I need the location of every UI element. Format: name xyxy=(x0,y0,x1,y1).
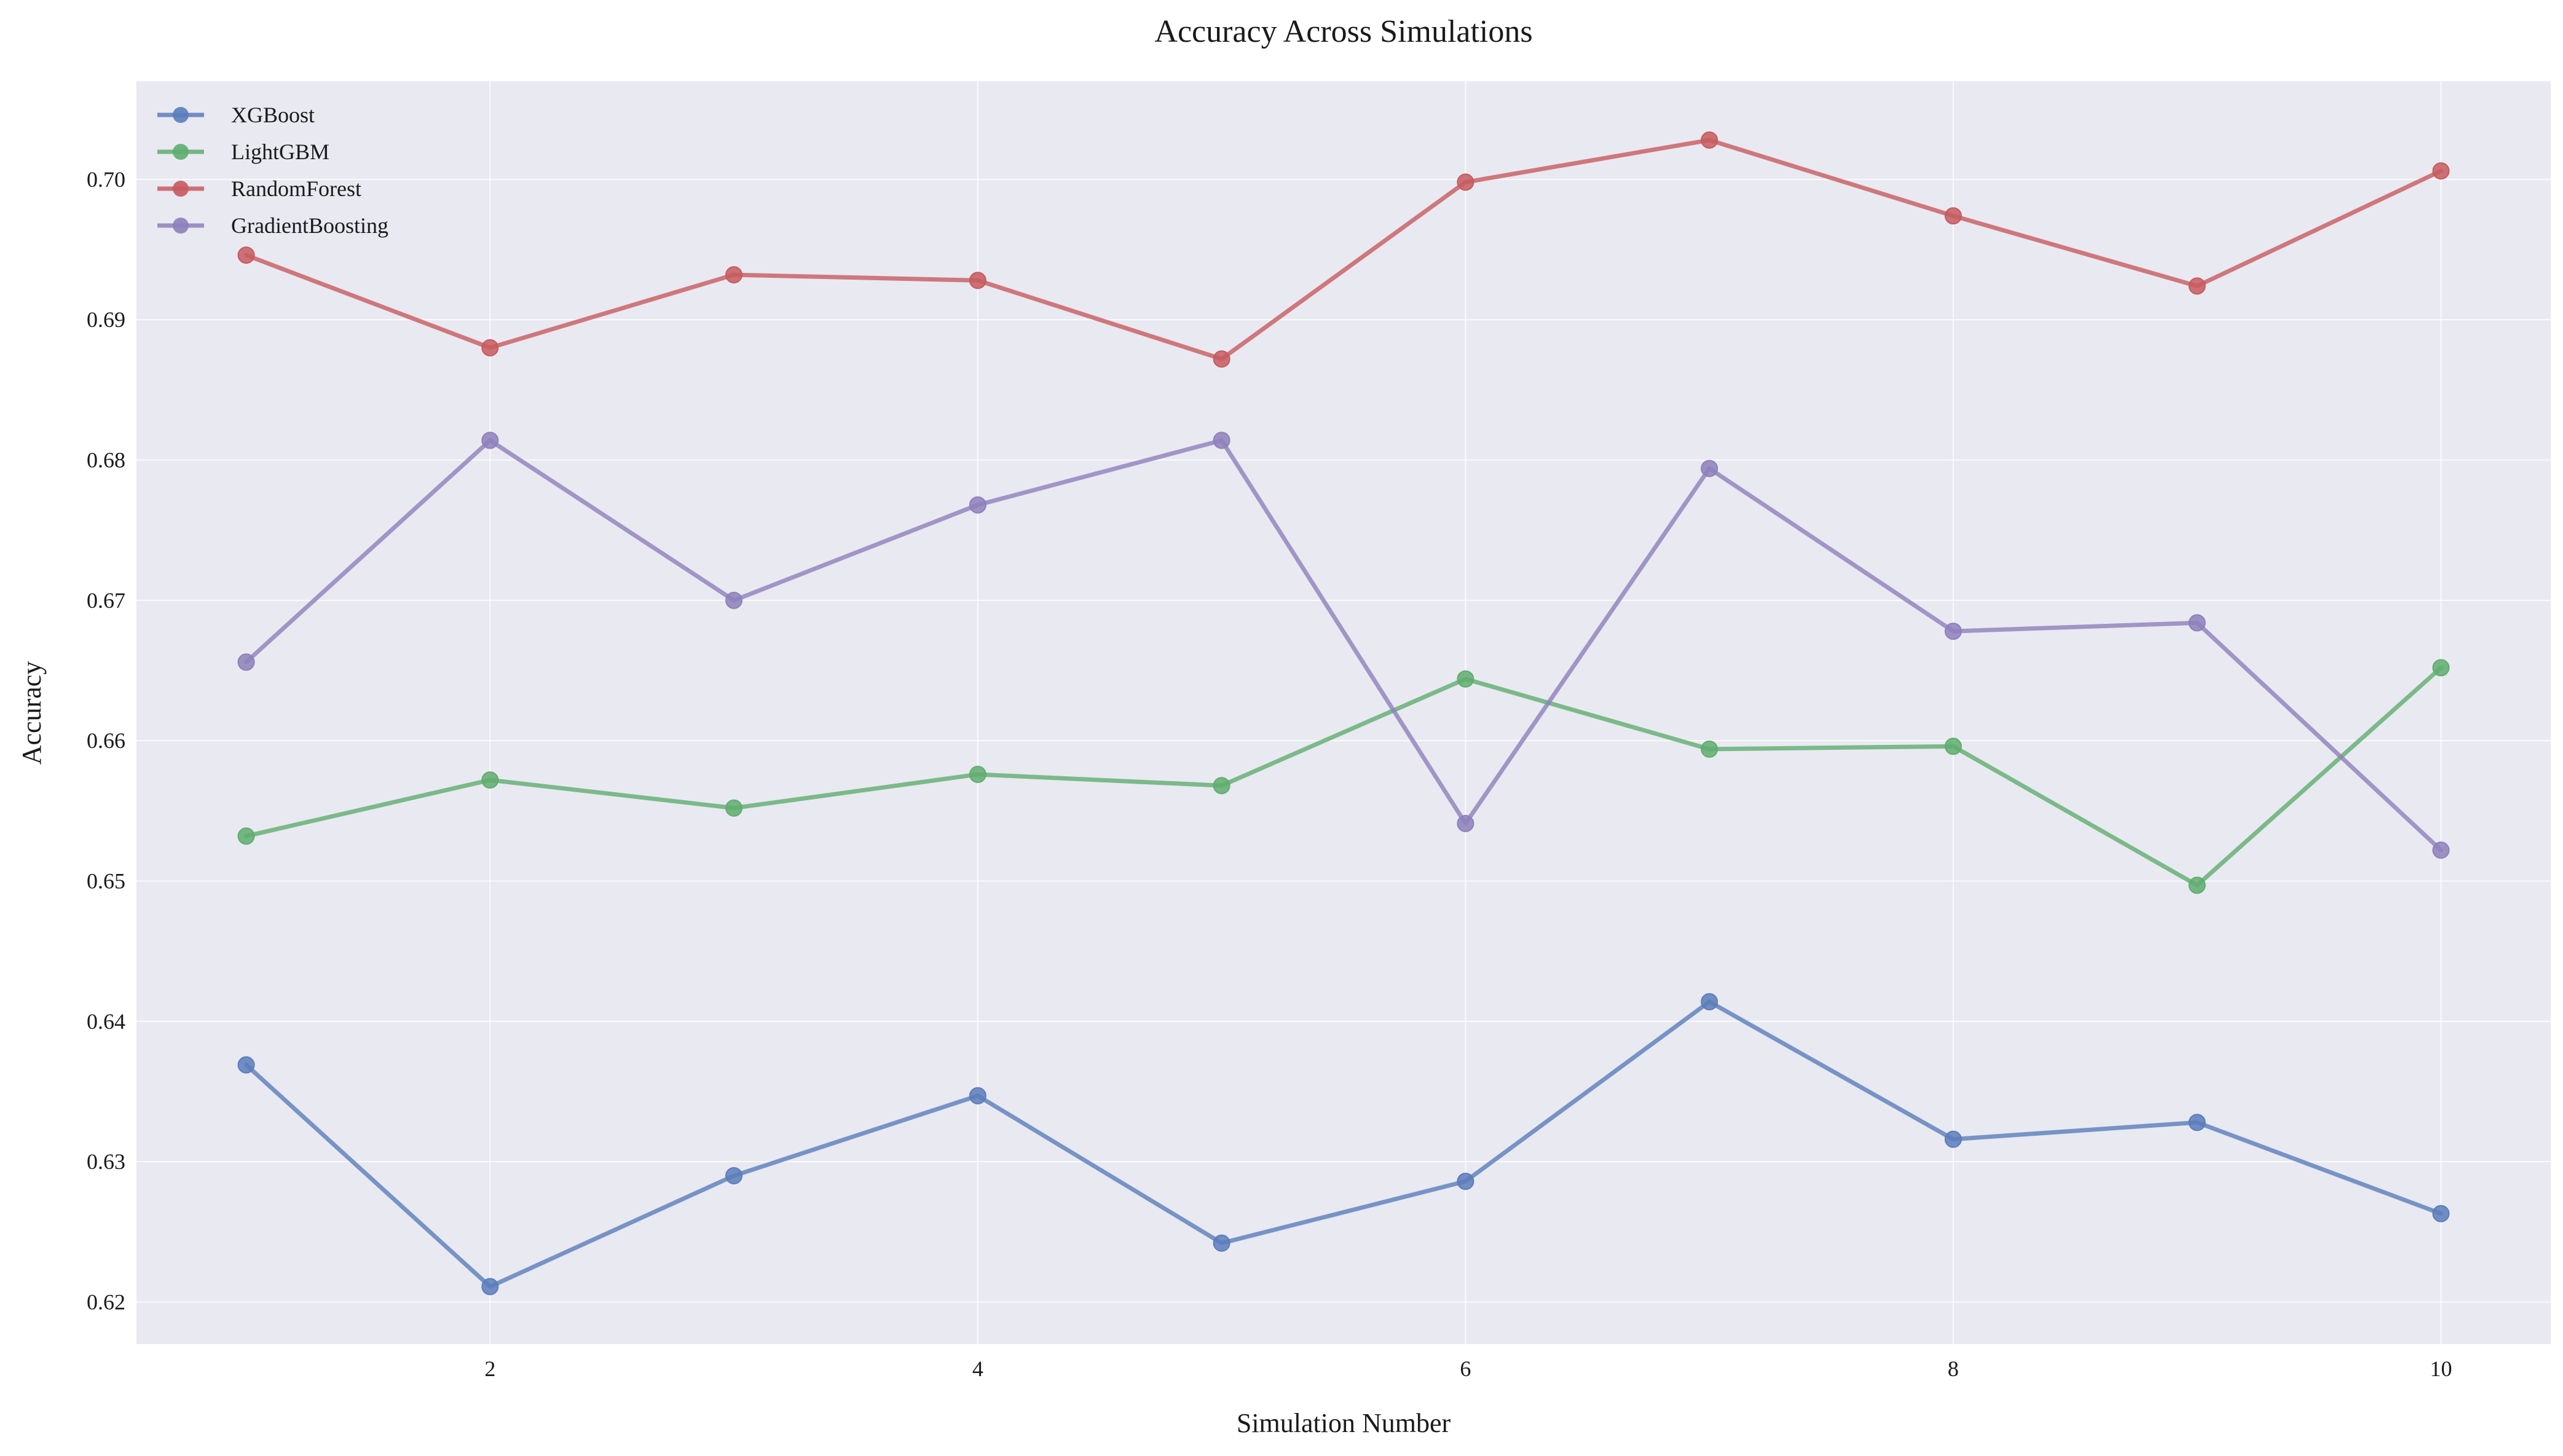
data-point-lightgbm xyxy=(1213,777,1230,795)
series-xgboost xyxy=(237,993,2450,1296)
y-tick-label: 0.63 xyxy=(87,1149,125,1174)
legend-swatch-marker xyxy=(173,218,189,234)
legend-label: RandomForest xyxy=(231,176,361,201)
y-tick-label: 0.65 xyxy=(87,869,125,894)
y-tick-label: 0.66 xyxy=(87,728,125,753)
x-tick-label: 8 xyxy=(1948,1356,1959,1381)
legend-swatch-marker xyxy=(173,107,189,123)
data-point-xgboost xyxy=(1457,1173,1474,1190)
data-point-xgboost xyxy=(2188,1114,2206,1131)
data-point-gradientboosting xyxy=(2432,841,2450,859)
y-tick-label: 0.70 xyxy=(87,167,125,192)
data-point-lightgbm xyxy=(969,765,986,783)
legend-label: XGBoost xyxy=(231,103,315,127)
data-point-gradientboosting xyxy=(1457,814,1474,832)
data-point-lightgbm xyxy=(725,799,743,817)
legend-label: GradientBoosting xyxy=(231,213,388,238)
data-point-lightgbm xyxy=(237,827,255,845)
series-randomforest xyxy=(237,131,2450,368)
tick-labels: 0.62 0.63 0.64 0.65 0.66 0.67 0.68 0.69 0.70 2 4 6 8… xyxy=(87,167,2452,1381)
legend-swatch-marker xyxy=(173,144,189,160)
data-point-lightgbm xyxy=(1457,670,1474,688)
data-point-gradientboosting xyxy=(1213,431,1230,449)
data-point-gradientboosting xyxy=(969,496,986,514)
data-point-randomforest xyxy=(2432,162,2450,180)
data-point-lightgbm xyxy=(1944,738,1962,755)
data-point-lightgbm xyxy=(1701,740,1719,758)
series-line-gradientboosting xyxy=(244,438,2443,852)
plot-background xyxy=(136,81,2551,1344)
legend-swatch-marker xyxy=(173,181,189,197)
data-point-randomforest xyxy=(1457,173,1474,191)
y-tick-label: 0.67 xyxy=(87,588,125,613)
series-line-randomforest xyxy=(244,138,2443,361)
chart-title: Accuracy Across Simulations xyxy=(1154,14,1532,49)
legend-item-randomforest: RandomForest xyxy=(157,176,361,201)
data-point-randomforest xyxy=(2188,277,2206,295)
series-line-xgboost xyxy=(244,999,2443,1289)
data-point-randomforest xyxy=(969,272,986,289)
series-gradientboosting xyxy=(237,431,2450,859)
data-point-randomforest xyxy=(1213,350,1230,368)
y-axis-title: Accuracy xyxy=(17,661,47,765)
data-point-gradientboosting xyxy=(1944,623,1962,640)
data-point-xgboost xyxy=(237,1056,255,1074)
data-point-randomforest xyxy=(1944,207,1962,225)
y-tick-label: 0.64 xyxy=(87,1009,125,1034)
data-point-gradientboosting xyxy=(725,591,743,609)
data-point-gradientboosting xyxy=(1701,460,1719,478)
legend: XGBoost LightGBM RandomForest GradientBoost… xyxy=(157,103,388,238)
series-layer xyxy=(237,131,2450,1296)
x-tick-label: 4 xyxy=(972,1356,983,1381)
data-point-gradientboosting xyxy=(481,431,499,449)
data-point-xgboost xyxy=(481,1278,499,1296)
data-point-xgboost xyxy=(1944,1130,1962,1148)
data-point-xgboost xyxy=(2432,1205,2450,1222)
data-point-randomforest xyxy=(237,246,255,264)
legend-item-lightgbm: LightGBM xyxy=(157,140,329,164)
data-point-gradientboosting xyxy=(237,653,255,671)
x-axis-title: Simulation Number xyxy=(1237,1408,1451,1438)
series-lightgbm xyxy=(237,659,2450,894)
data-point-xgboost xyxy=(1213,1234,1230,1252)
x-tick-label: 2 xyxy=(484,1356,495,1381)
grid-lines xyxy=(136,81,2551,1344)
data-point-xgboost xyxy=(969,1087,986,1104)
legend-label: LightGBM xyxy=(231,140,329,164)
data-point-lightgbm xyxy=(481,771,499,789)
series-line-lightgbm xyxy=(244,665,2443,887)
data-point-lightgbm xyxy=(2432,659,2450,677)
data-point-xgboost xyxy=(1701,993,1719,1010)
x-tick-label: 10 xyxy=(2430,1356,2452,1381)
legend-item-gradientboosting: GradientBoosting xyxy=(157,213,388,238)
x-tick-label: 6 xyxy=(1460,1356,1471,1381)
data-point-randomforest xyxy=(481,339,499,356)
y-tick-label: 0.62 xyxy=(87,1290,125,1315)
legend-item-xgboost: XGBoost xyxy=(157,103,315,127)
y-tick-label: 0.68 xyxy=(87,448,125,473)
data-point-xgboost xyxy=(725,1167,743,1184)
y-tick-label: 0.69 xyxy=(87,307,125,332)
data-point-randomforest xyxy=(1701,131,1719,149)
data-point-lightgbm xyxy=(2188,876,2206,894)
data-point-randomforest xyxy=(725,266,743,284)
data-point-gradientboosting xyxy=(2188,614,2206,632)
